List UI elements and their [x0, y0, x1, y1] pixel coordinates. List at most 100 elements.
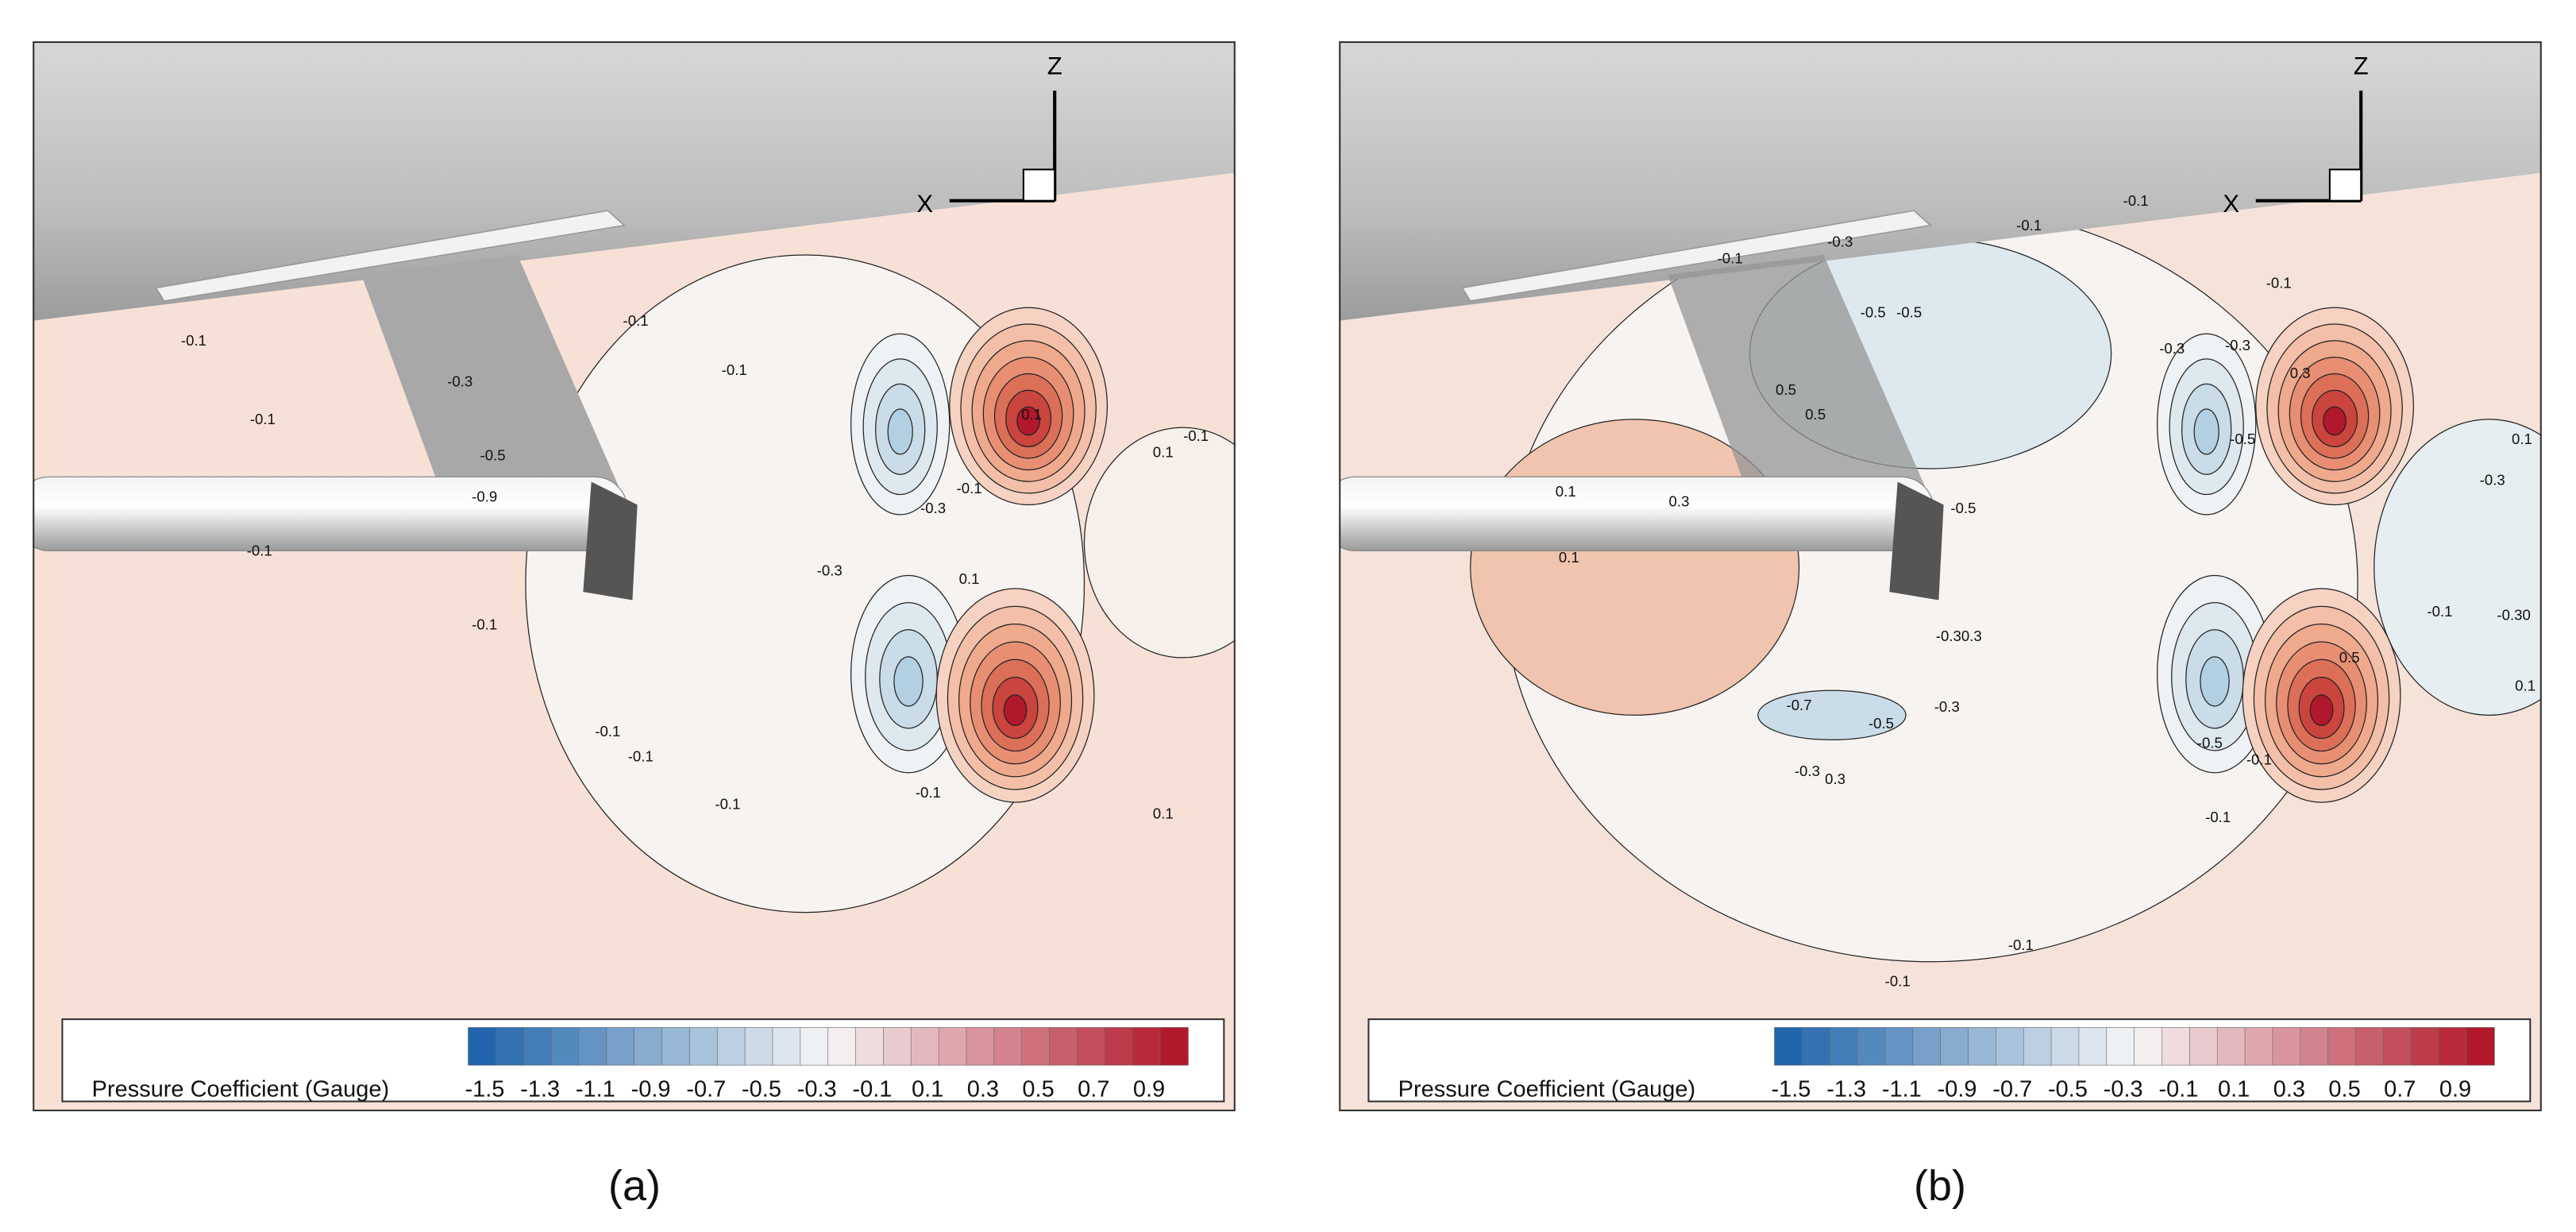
colorbar-tick-label: -1.1	[576, 1076, 615, 1102]
nozzle	[583, 481, 638, 601]
contour-label: -0.5	[480, 447, 506, 464]
contour-region	[887, 408, 913, 455]
axis-label: X	[916, 190, 933, 218]
contour-label: -0.1	[1885, 973, 1911, 990]
pylon	[361, 254, 633, 522]
contour-region	[1003, 694, 1028, 726]
colorbar-tick-label: -0.5	[742, 1076, 781, 1102]
colorbar-segment	[2216, 1027, 2246, 1066]
contour-label: 0.1	[959, 570, 980, 587]
colorbar-segment	[2272, 1027, 2301, 1066]
contour-label: -0.1	[595, 723, 620, 740]
contour-label: -0.1	[2016, 217, 2042, 234]
fuselage	[1339, 41, 2542, 321]
axis-label: Z	[2354, 52, 2369, 79]
contour-label: -0.3	[2225, 337, 2250, 353]
colorbar-segment	[661, 1027, 691, 1066]
contour-label: -0.1	[2266, 274, 2292, 291]
contour-label: -0.3	[1936, 628, 1961, 644]
contour-label: 0.1	[1153, 443, 1174, 460]
colorbar-segment	[2161, 1027, 2191, 1066]
axis-origin	[2328, 168, 2362, 202]
contour-label: 0.5	[1805, 406, 1826, 423]
fuselage	[33, 41, 1236, 321]
colorbar-tick-label: -1.1	[1882, 1076, 1922, 1102]
colorbar-segment	[855, 1027, 885, 1066]
colorbar-segment	[1912, 1027, 1942, 1066]
colorbar-segment	[1857, 1027, 1886, 1066]
contour-region	[1016, 406, 1040, 436]
colorbar-tick-label: 0.7	[2384, 1076, 2416, 1102]
contour-region	[2374, 419, 2542, 716]
colorbar-segment	[2438, 1027, 2467, 1066]
colorbar-segment	[2106, 1027, 2135, 1066]
contour-label: -0.1	[181, 332, 206, 349]
colorbar-segment	[2078, 1027, 2107, 1066]
contour-region	[2193, 408, 2219, 455]
colorbar-segment	[966, 1027, 995, 1066]
colorbar-segment	[2410, 1027, 2440, 1066]
colorbar-tick-label: -1.3	[520, 1076, 560, 1102]
axis-label: X	[2223, 190, 2239, 218]
colorbar-segment	[634, 1027, 663, 1066]
nacelle	[1339, 476, 1934, 552]
contour-label: 0.1	[2512, 431, 2532, 447]
colorbar-segment	[1940, 1027, 1969, 1066]
colorbar-segment	[1968, 1027, 1997, 1066]
contour-label: -0.1	[628, 747, 654, 764]
colorbar-segment	[716, 1027, 746, 1066]
colorbar-tick-label: -0.1	[2158, 1076, 2198, 1102]
colorbar-tick-label: -0.9	[1938, 1076, 1977, 1102]
colorbar-tick-label: -0.7	[686, 1076, 726, 1102]
contour-region	[1083, 427, 1236, 658]
contour-label: -0.1	[916, 784, 941, 801]
colorbar-segment	[883, 1027, 912, 1066]
panel-frame	[1339, 41, 2542, 1111]
legend-title: Pressure Coefficient (Gauge)	[92, 1076, 389, 1102]
colorbar-tick-label: 0.9	[2439, 1076, 2471, 1102]
colorbar-segment	[1159, 1027, 1189, 1066]
colorbar-segment	[2300, 1027, 2329, 1066]
contour-region	[893, 656, 924, 707]
contour-label: -0.1	[957, 480, 982, 496]
colorbar-tick-label: 0.3	[967, 1076, 999, 1102]
wing	[155, 210, 626, 302]
colorbar-tick-label: -0.9	[631, 1076, 671, 1102]
colorbar-tick-label: 0.7	[1078, 1076, 1109, 1102]
contour-label: -0.3	[2480, 472, 2505, 489]
contour-panel: -0.1 -0.1 -0.3 -0.5 -0.9 -0.1 -0.1 -0.1 -0.1 -0.1…	[33, 41, 1236, 1111]
colorbar-tick-label: 0.1	[2218, 1076, 2250, 1102]
contour-label: -0.3	[1827, 234, 1853, 250]
colorbar-segment	[938, 1027, 967, 1066]
panel-frame	[33, 41, 1236, 1111]
contour-label: 0.1	[1556, 483, 1576, 500]
contour-label: -0.5	[2197, 735, 2223, 751]
contour-label: 0.1	[2515, 677, 2536, 693]
colorbar-segment	[2189, 1027, 2219, 1066]
contour-label: 0.3	[1825, 770, 1845, 787]
contour-region	[2309, 694, 2334, 726]
contour-label: -0.1	[2427, 603, 2452, 620]
contour-label: -0.30	[2497, 606, 2530, 623]
contour-label: -0.1	[2246, 751, 2272, 767]
pylon	[1668, 254, 1939, 522]
contour-label: -0.9	[472, 488, 497, 504]
contour-label: -0.5	[1868, 715, 1894, 732]
colorbar-segment	[1829, 1027, 1859, 1066]
contour-label: -0.1	[715, 795, 740, 812]
contour-label: -0.3	[2159, 340, 2185, 357]
contour-label: -0.3	[1934, 698, 1960, 715]
colorbar-segment	[2327, 1027, 2357, 1066]
colorbar-segment	[2383, 1027, 2412, 1066]
colorbar-segment	[1132, 1027, 1161, 1066]
contour-label: -0.3	[1795, 763, 1820, 779]
colorbar-tick-label: -1.3	[1826, 1076, 1866, 1102]
colorbar-tick-label: -0.1	[852, 1076, 892, 1102]
colorbar-tick-label: -0.7	[1992, 1076, 2032, 1102]
panel-label: (a)	[608, 1162, 661, 1210]
contour-label: -0.7	[1787, 697, 1812, 713]
axis-origin	[1022, 168, 1056, 202]
contour-label: -0.1	[247, 543, 272, 559]
colorbar-segment	[468, 1027, 497, 1066]
contour-label: -0.1	[2205, 809, 2231, 825]
